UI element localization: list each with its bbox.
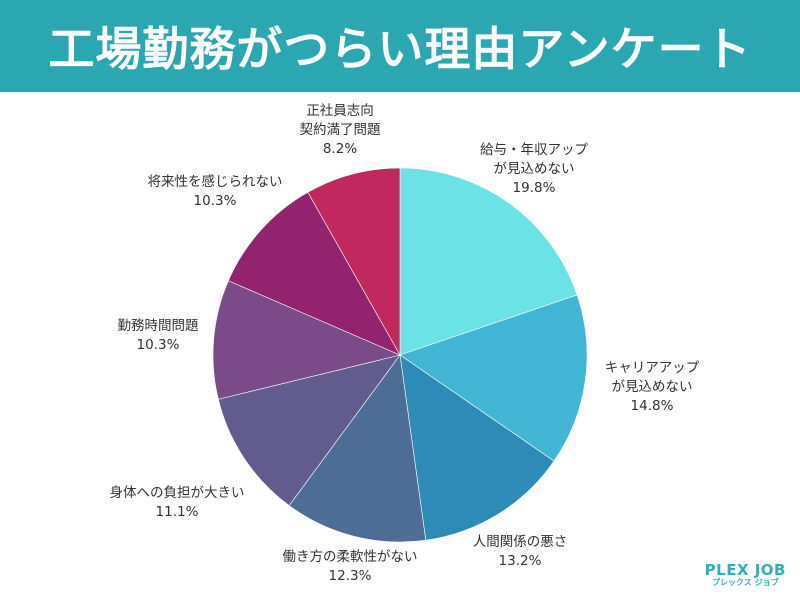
pie-slice xyxy=(399,294,588,462)
slice-label-future: 将来性を感じられない 10.3% xyxy=(148,173,283,211)
slice-label-working-hours: 勤務時間問題 10.3% xyxy=(118,317,199,355)
label-percent: 12.3% xyxy=(328,568,372,584)
label-text: 身体への負担が大きい xyxy=(109,485,245,501)
pie-slice xyxy=(217,354,401,507)
pie-slice xyxy=(399,167,578,356)
pie-slice xyxy=(288,354,427,543)
label-percent: 11.1% xyxy=(155,504,199,520)
page-title: 工場勤務がつらい理由アンケート xyxy=(48,22,752,76)
label-text: が見込めない xyxy=(611,379,693,395)
logo-wordmark: PLEX JOB xyxy=(704,561,786,579)
pie-slice xyxy=(227,191,401,356)
title-banner: 工場勤務がつらい理由アンケート xyxy=(0,0,800,92)
slice-label-fulltime-contract: 正社員志向 契約満了問題 8.2% xyxy=(300,102,381,159)
plexjob-logo: PLEX JOB プレックス ジョブ xyxy=(705,562,786,588)
pie-slice xyxy=(399,354,555,541)
label-percent: 14.8% xyxy=(630,398,674,414)
label-percent: 10.3% xyxy=(136,337,180,353)
label-text: 人間関係の悪さ xyxy=(472,534,568,550)
label-text: 正社員志向 xyxy=(306,103,374,119)
pie-slice xyxy=(307,167,401,357)
label-percent: 13.2% xyxy=(498,553,542,569)
label-text: キャリアアップ xyxy=(604,360,700,376)
pie-slice xyxy=(212,280,401,400)
slice-label-relationships: 人間関係の悪さ 13.2% xyxy=(473,533,568,571)
label-text: 契約満了問題 xyxy=(299,122,381,138)
label-percent: 19.8% xyxy=(512,180,556,196)
label-text: 給与・年収アップ xyxy=(480,142,588,158)
logo-katakana: プレックス ジョブ xyxy=(712,578,779,587)
slice-label-flexibility: 働き方の柔軟性がない 12.3% xyxy=(283,548,418,586)
slice-label-salary: 給与・年収アップ が見込めない 19.8% xyxy=(480,141,588,198)
label-text: 勤務時間問題 xyxy=(117,318,199,334)
label-text: が見込めない xyxy=(493,161,575,177)
label-percent: 10.3% xyxy=(193,193,237,209)
label-text: 将来性を感じられない xyxy=(147,174,283,190)
pie-chart-area: 給与・年収アップ が見込めない 19.8% キャリアアップ が見込めない 14.… xyxy=(0,92,800,600)
pie-chart xyxy=(212,167,588,543)
label-percent: 8.2% xyxy=(322,141,358,157)
slice-label-career: キャリアアップ が見込めない 14.8% xyxy=(605,359,700,416)
label-text: 働き方の柔軟性がない xyxy=(282,549,418,565)
slice-label-physical-burden: 身体への負担が大きい 11.1% xyxy=(110,484,245,522)
